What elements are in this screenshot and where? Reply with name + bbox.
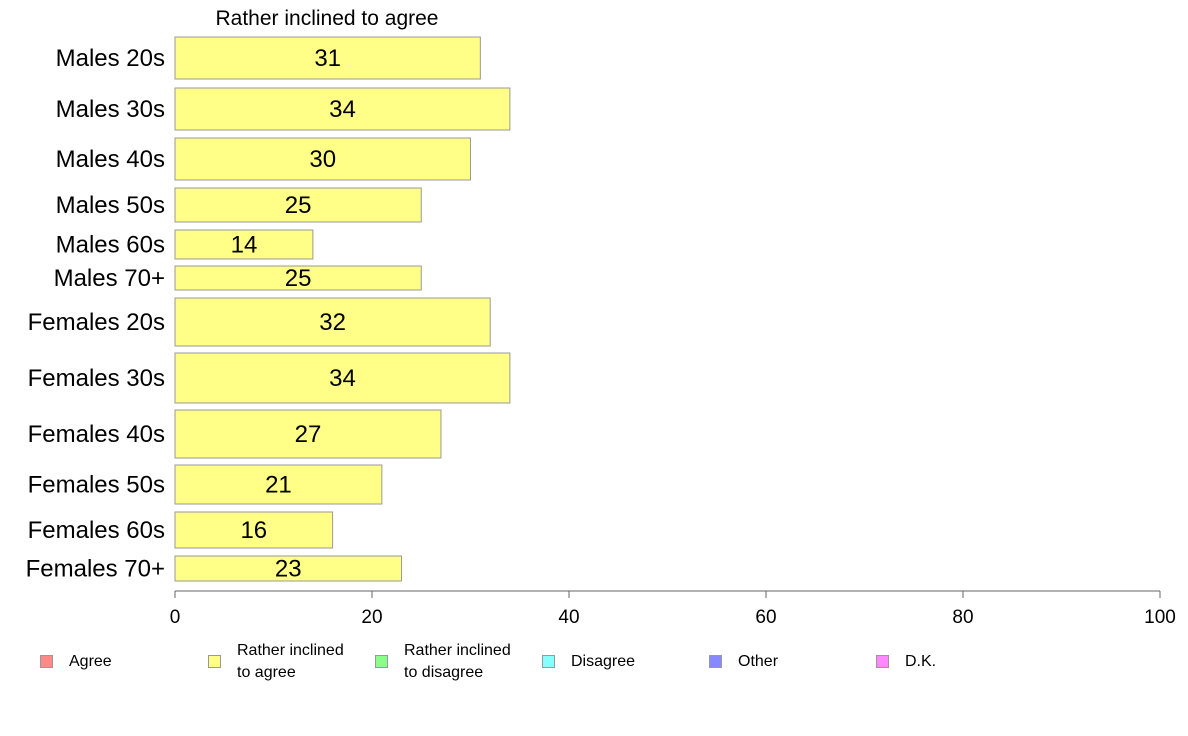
data-label: 30 [309,146,336,173]
category-label: Females 60s [28,517,165,544]
bar [174,187,422,223]
data-label: 34 [329,96,356,123]
legend-swatch [208,655,221,668]
data-label: 16 [240,517,267,544]
legend-swatch [40,655,53,668]
legend-label: D.K. [905,653,937,670]
x-axis: 0 20 40 60 80 100 [170,590,1176,628]
data-label: 25 [285,265,312,292]
bars-group: Males 20s 31 Males 30s 34 Males 40s 30 Males 5… [26,36,511,583]
bar-chart: Rather inclined to agree Males 20s 31Male… [26,7,1176,628]
x-tick-label: 0 [170,607,181,628]
x-tick-label: 100 [1144,607,1176,628]
legend-item: Disagree [542,640,635,673]
category-label: Females 70+ [26,556,165,583]
legend-label: Agree [69,653,112,670]
x-tick-label: 60 [755,607,776,628]
data-label: 34 [329,365,356,392]
data-label: 27 [295,421,322,448]
data-label: 21 [265,472,292,499]
category-label: Males 70+ [54,265,165,292]
bar [174,352,511,404]
legend-label: Rather inclined to agree [237,642,344,681]
category-label: Females 50s [28,472,165,499]
x-tick-label: 20 [361,607,382,628]
legend-item: D.K. [876,640,936,673]
category-label: Males 40s [56,146,165,173]
legend-item: Rather inclined to disagree [375,640,511,684]
category-label: Males 20s [56,45,165,72]
x-tick-label: 40 [558,607,579,628]
bar [174,409,442,459]
legend-swatch [876,655,889,668]
data-label: 32 [319,309,346,336]
legend-label: Other [738,653,779,670]
category-label: Females 30s [28,365,165,392]
category-label: Males 30s [56,96,165,123]
data-label: 14 [231,232,258,259]
bar [174,555,403,582]
legend-swatch [709,655,722,668]
category-label: Males 60s [56,232,165,259]
legend-item: Rather inclined to agree [208,640,344,684]
category-label: Males 50s [56,192,165,219]
chart-title: Rather inclined to agree [216,7,439,30]
category-label: Females 20s [28,309,165,336]
legend-label: Disagree [571,653,636,670]
bar [174,464,383,505]
bar [174,36,481,80]
legend-item: Agree [40,640,112,673]
bar [174,511,334,549]
legend-swatch [542,655,555,668]
bar [174,137,471,181]
legend: Agree Rather inclined to agree Rather incl… [0,640,1188,690]
data-label: 25 [285,192,312,219]
legend-swatch [375,655,388,668]
data-label: 31 [314,45,341,72]
bar [174,265,422,291]
category-label: Females 40s [28,421,165,448]
data-label: 23 [275,556,302,583]
bar [174,87,511,131]
bar [174,297,491,347]
x-tick-label: 80 [952,607,973,628]
legend-item: Other [709,640,778,673]
legend-label: Rather inclined to disagree [404,642,511,681]
bar [174,229,314,260]
